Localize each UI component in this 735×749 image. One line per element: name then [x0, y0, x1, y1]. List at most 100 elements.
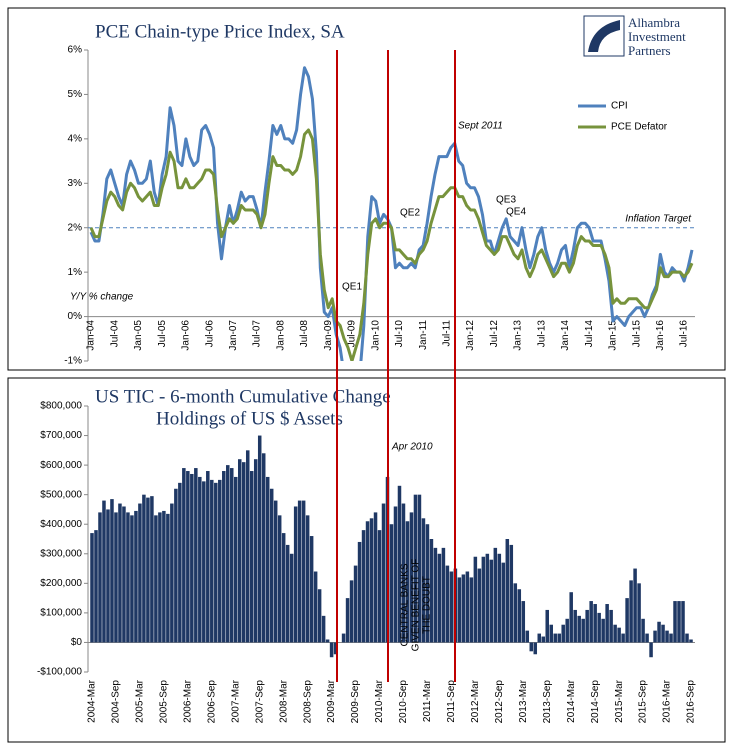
annotation: QE2 — [400, 208, 420, 219]
bar — [237, 459, 242, 643]
bar — [341, 633, 346, 643]
bar — [557, 633, 561, 643]
bar — [501, 562, 506, 643]
x-tick-label: 2014-Sep — [590, 680, 601, 724]
legend-label: CPI — [611, 101, 628, 112]
bar — [541, 636, 546, 643]
bar — [182, 468, 186, 643]
bar — [178, 482, 182, 643]
bar — [273, 500, 278, 643]
bar — [325, 639, 330, 643]
bar — [437, 553, 442, 643]
y-tick-label: $800,000 — [40, 401, 82, 412]
bar — [537, 633, 542, 643]
bar — [489, 559, 494, 643]
bar — [449, 571, 454, 643]
bar — [613, 624, 617, 643]
x-tick-label: 2010-Mar — [374, 679, 385, 722]
logo-text: Partners — [628, 43, 671, 58]
bar — [665, 630, 669, 643]
bar — [186, 471, 190, 643]
bar — [158, 512, 162, 643]
bar — [309, 536, 314, 643]
bar — [685, 633, 689, 643]
bar — [102, 500, 106, 643]
note: CENTRAL BANKS — [400, 563, 411, 646]
bar — [677, 601, 681, 643]
y-tick-label: $200,000 — [40, 578, 82, 589]
bar — [473, 556, 478, 643]
bar — [469, 577, 474, 643]
bar — [369, 518, 374, 643]
x-tick-label: Jan-09 — [323, 320, 334, 351]
bar — [389, 524, 394, 643]
logo-text: Alhambra — [628, 15, 680, 30]
bar — [122, 506, 126, 643]
bar — [142, 494, 146, 643]
x-tick-label: 2015-Mar — [614, 679, 625, 722]
x-tick-label: 2012-Mar — [470, 679, 481, 722]
x-tick-label: 2013-Mar — [518, 679, 529, 722]
x-tick-label: 2009-Sep — [350, 680, 361, 724]
x-tick-label: Jul-07 — [252, 320, 263, 348]
bar — [269, 488, 274, 643]
x-tick-label: 2005-Mar — [135, 679, 146, 722]
bar — [525, 630, 530, 643]
bar — [581, 618, 585, 643]
bar — [545, 609, 549, 643]
x-tick-label: Jan-10 — [370, 320, 381, 351]
bar — [313, 571, 318, 643]
bar — [265, 476, 270, 643]
bar — [529, 642, 534, 652]
bar — [393, 506, 398, 643]
bar — [633, 568, 637, 643]
y-tick-label: $0 — [71, 637, 83, 648]
bar — [170, 503, 174, 643]
bar — [477, 568, 482, 643]
bar — [281, 533, 286, 643]
y-tick-label: 2% — [68, 222, 83, 233]
bar — [401, 503, 406, 643]
bar — [649, 642, 653, 658]
annotation: Apr 2010 — [391, 442, 433, 453]
bar — [569, 592, 573, 643]
x-tick-label: Jul-16 — [679, 320, 690, 348]
bar — [257, 435, 262, 643]
x-tick-label: 2007-Mar — [230, 679, 241, 722]
bar — [505, 539, 510, 643]
x-tick-label: Jan-08 — [275, 320, 286, 351]
x-tick-label: Jul-08 — [299, 320, 310, 348]
x-tick-label: 2006-Sep — [206, 680, 217, 724]
x-tick-label: 2004-Sep — [111, 680, 122, 724]
bar — [377, 530, 382, 643]
bar — [621, 633, 625, 643]
bar — [425, 524, 430, 643]
y-tick-label: 0% — [68, 311, 83, 322]
annotation: Sept 2011 — [458, 121, 503, 132]
x-tick-label: 2009-Mar — [326, 679, 337, 722]
x-tick-label: 2008-Mar — [278, 679, 289, 722]
bar — [445, 565, 450, 643]
bar — [509, 544, 514, 643]
bar — [413, 494, 418, 643]
bar — [198, 476, 202, 643]
bar — [305, 515, 310, 643]
x-tick-label: 2010-Sep — [398, 680, 409, 724]
y-tick-label: $700,000 — [40, 430, 82, 441]
bar — [629, 580, 633, 643]
x-tick-label: 2013-Sep — [542, 680, 553, 724]
bar — [162, 510, 166, 643]
x-tick-label: Jul-10 — [394, 320, 405, 348]
bar — [249, 471, 254, 643]
y-tick-label: -$100,000 — [37, 667, 82, 678]
bar — [521, 601, 526, 643]
bar — [457, 577, 462, 643]
bar — [609, 609, 613, 643]
bar — [533, 642, 538, 655]
legend-label: PCE Defator — [611, 122, 668, 133]
bar — [597, 612, 601, 643]
bar — [234, 476, 238, 643]
x-tick-label: Jul-04 — [109, 320, 120, 348]
x-tick-label: 2011-Sep — [446, 680, 457, 723]
